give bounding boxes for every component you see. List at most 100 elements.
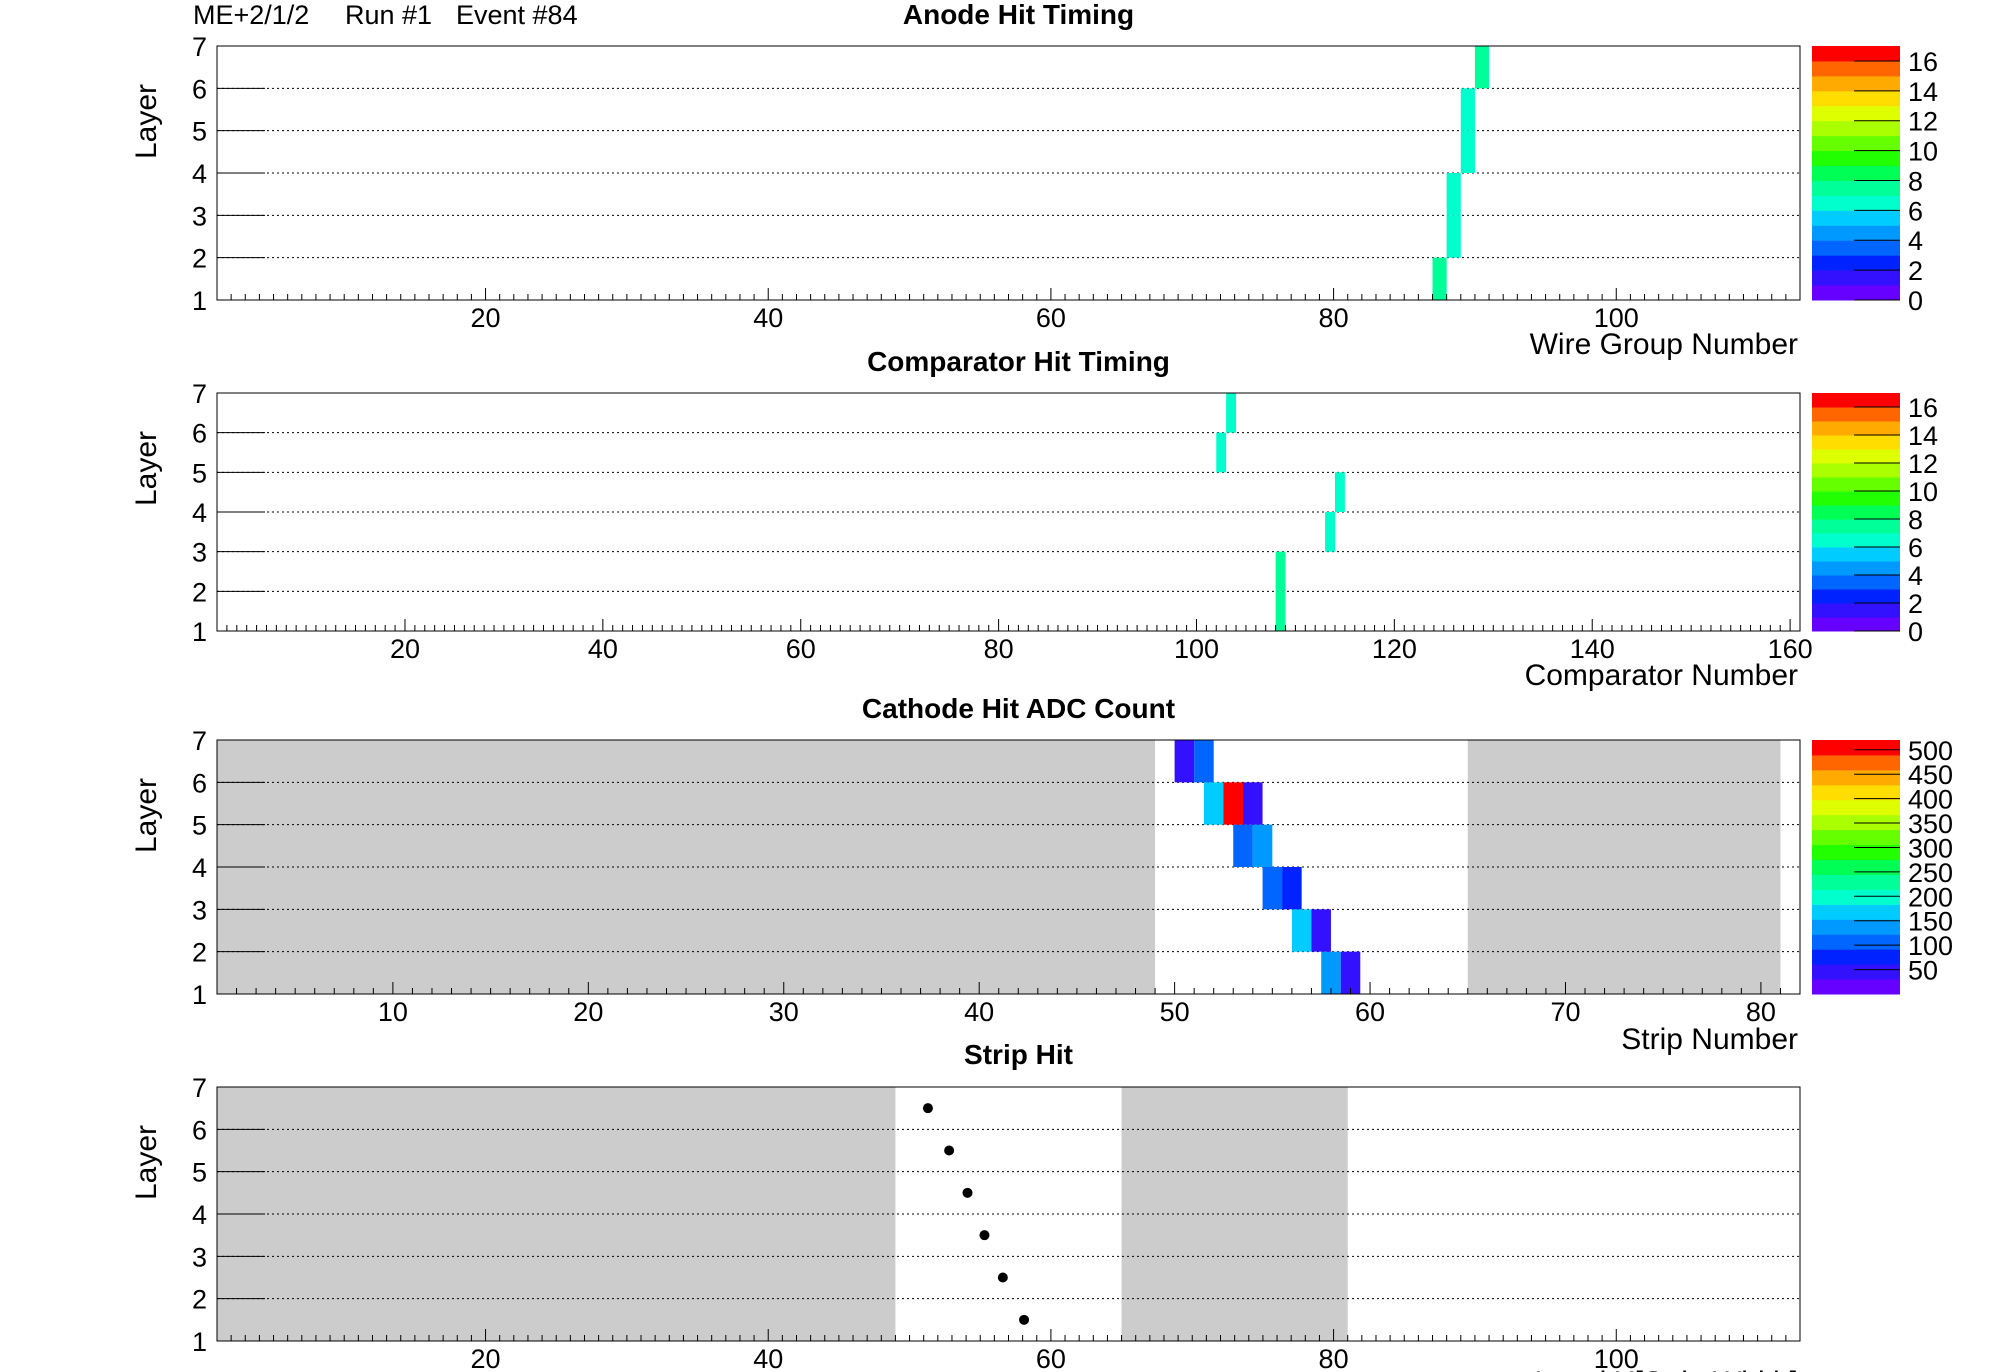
x-axis-label: Wire Group Number bbox=[1530, 328, 1798, 361]
colorbar-band bbox=[1812, 844, 1900, 861]
y-tick-label: 5 bbox=[192, 458, 207, 488]
colorbar-band bbox=[1812, 491, 1900, 506]
x-tick-label: 30 bbox=[769, 997, 799, 1027]
y-tick-label: 3 bbox=[192, 538, 207, 568]
colorbar-band bbox=[1812, 477, 1900, 492]
y-tick-label: 3 bbox=[192, 895, 207, 925]
y-tick-label: 2 bbox=[192, 577, 207, 607]
hit-point bbox=[1019, 1314, 1030, 1325]
x-tick-label: 20 bbox=[390, 634, 420, 664]
hit-cell bbox=[1460, 130, 1475, 173]
y-tick-label: 2 bbox=[192, 938, 207, 968]
colorbar-tick-label: 300 bbox=[1908, 833, 1953, 863]
colorbar-band bbox=[1812, 105, 1900, 122]
colorbar-band bbox=[1812, 617, 1900, 632]
x-tick-label: 80 bbox=[1746, 997, 1776, 1027]
colorbar-tick-label: 16 bbox=[1908, 47, 1938, 77]
x-tick-label: 10 bbox=[378, 997, 408, 1027]
hit-point bbox=[997, 1272, 1008, 1283]
hit-cell bbox=[1446, 215, 1461, 258]
panel-title: Cathode Hit ADC Count bbox=[862, 693, 1175, 724]
hit-cell bbox=[1340, 951, 1361, 994]
panel-3: 10 20 30 40 50 60 70 80 1 2 3 4 5 6 7 Cathode Hit ADC C… bbox=[130, 693, 1953, 1056]
colorbar-band bbox=[1812, 421, 1900, 436]
colorbar-band bbox=[1812, 949, 1900, 965]
colorbar-band bbox=[1812, 561, 1900, 576]
colorbar-band bbox=[1812, 60, 1900, 77]
y-tick-label: 5 bbox=[192, 117, 207, 147]
colorbar-band bbox=[1812, 979, 1900, 995]
colorbar-tick-label: 10 bbox=[1908, 477, 1938, 507]
y-tick-label: 6 bbox=[192, 74, 207, 104]
colorbar-band bbox=[1812, 889, 1900, 905]
colorbar-band bbox=[1812, 740, 1900, 756]
hit-cell bbox=[1233, 824, 1253, 867]
x-tick-label: 40 bbox=[753, 1344, 783, 1372]
colorbar-tick-label: 4 bbox=[1908, 226, 1923, 256]
colorbar-band bbox=[1812, 135, 1900, 152]
colorbar-band bbox=[1812, 463, 1900, 478]
colorbar-band bbox=[1812, 603, 1900, 618]
colorbar-band bbox=[1812, 519, 1900, 534]
y-tick-label: 6 bbox=[192, 419, 207, 449]
y-axis-label: Layer bbox=[130, 1125, 163, 1200]
x-tick-label: 160 bbox=[1768, 634, 1813, 664]
x-tick-label: 60 bbox=[1036, 303, 1066, 333]
colorbar-band bbox=[1812, 270, 1900, 286]
colorbar-band bbox=[1812, 754, 1900, 771]
x-tick-label: 100 bbox=[1594, 303, 1639, 333]
x-tick-label: 40 bbox=[588, 634, 618, 664]
colorbar-band bbox=[1812, 165, 1900, 181]
colorbar-tick-label: 14 bbox=[1908, 77, 1938, 107]
x-tick-label: 20 bbox=[471, 1344, 501, 1372]
colorbar-tick-label: 450 bbox=[1908, 760, 1953, 790]
colorbar-tick-label: 200 bbox=[1908, 882, 1953, 912]
hit-cell bbox=[1252, 824, 1273, 867]
hit-cell bbox=[1275, 551, 1286, 592]
hit-cell bbox=[1226, 393, 1237, 433]
hit-point bbox=[979, 1230, 990, 1241]
y-tick-label: 7 bbox=[192, 726, 207, 756]
colorbar-band bbox=[1812, 505, 1900, 520]
x-axis-label: Comparator Number bbox=[1525, 659, 1798, 692]
colorbar-tick-label: 350 bbox=[1908, 809, 1953, 839]
hit-cell bbox=[1282, 867, 1302, 910]
colorbar-tick-label: 8 bbox=[1908, 505, 1923, 535]
hit-point bbox=[922, 1103, 933, 1114]
x-tick-label: 70 bbox=[1550, 997, 1580, 1027]
colorbar-band bbox=[1812, 255, 1900, 271]
x-tick-label: 20 bbox=[573, 997, 603, 1027]
colorbar-band bbox=[1812, 874, 1900, 890]
colorbar-tick-label: 150 bbox=[1908, 907, 1953, 937]
colorbar-band bbox=[1812, 859, 1900, 875]
colorbar-tick-label: 10 bbox=[1908, 137, 1938, 167]
y-tick-label: 4 bbox=[192, 1200, 207, 1230]
y-tick-label: 2 bbox=[192, 244, 207, 274]
y-tick-label: 7 bbox=[192, 32, 207, 62]
colorbar-tick-label: 100 bbox=[1908, 931, 1953, 961]
colorbar-band bbox=[1812, 799, 1900, 816]
panel-4: 20 40 60 80 100 1 2 3 4 5 6 7 Strip Hit Local X[Strip… bbox=[130, 1039, 1801, 1372]
hit-cell bbox=[1474, 46, 1490, 89]
x-tick-label: 120 bbox=[1372, 634, 1417, 664]
hit-cell bbox=[1446, 173, 1461, 216]
colorbar-tick-label: 400 bbox=[1908, 785, 1953, 815]
colorbar-band bbox=[1812, 210, 1900, 226]
hit-cell bbox=[1321, 951, 1341, 994]
colorbar-band bbox=[1812, 904, 1900, 920]
hit-cell bbox=[1275, 591, 1286, 631]
x-tick-label: 100 bbox=[1174, 634, 1219, 664]
hit-cell bbox=[1216, 432, 1227, 473]
colorbar-band bbox=[1812, 769, 1900, 786]
hit-point bbox=[962, 1187, 973, 1198]
colorbar-band bbox=[1812, 547, 1900, 562]
colorbar-tick-label: 0 bbox=[1908, 286, 1923, 316]
colorbar-tick-label: 12 bbox=[1908, 449, 1938, 479]
colorbar-band bbox=[1812, 919, 1900, 935]
x-tick-label: 60 bbox=[1036, 1344, 1066, 1372]
colorbar-band bbox=[1812, 393, 1900, 408]
hit-cell bbox=[1432, 257, 1447, 300]
